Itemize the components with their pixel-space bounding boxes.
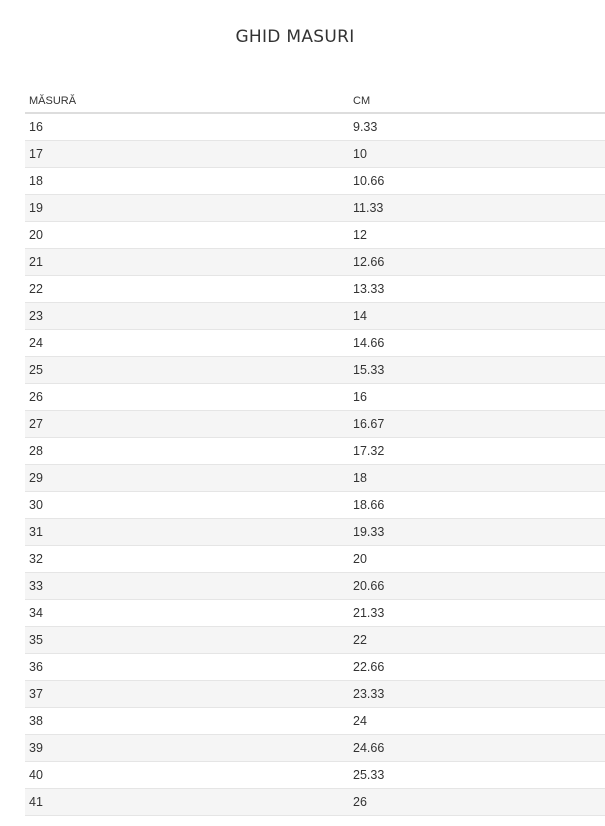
cm-cell: 22.66 [349,653,605,681]
table-row: 24 14.66 [25,329,605,357]
cm-cell: 20 [349,545,605,573]
table-row: 39 24.66 [25,734,605,762]
cm-cell: 23.33 [349,680,605,708]
size-cell: 22 [25,275,349,303]
column-header-cm: CM [349,90,605,114]
size-cell: 29 [25,464,349,492]
size-cell: 30 [25,491,349,519]
table-row: 23 14 [25,302,605,330]
table-row: 32 20 [25,545,605,573]
column-header-size: MĂSURĂ [25,90,349,114]
table-row: 33 20.66 [25,572,605,600]
size-cell: 26 [25,383,349,411]
table-row: 41 26 [25,788,605,816]
size-cell: 38 [25,707,349,735]
cm-cell: 20.66 [349,572,605,600]
size-cell: 19 [25,194,349,222]
size-cell: 40 [25,761,349,789]
cm-cell: 16 [349,383,605,411]
table-row: 35 22 [25,626,605,654]
table-row: 21 12.66 [25,248,605,276]
size-cell: 23 [25,302,349,330]
size-cell: 25 [25,356,349,384]
table-row: 20 12 [25,221,605,249]
table-row: 38 24 [25,707,605,735]
table-row: 26 16 [25,383,605,411]
size-cell: 17 [25,140,349,168]
cm-cell: 13.33 [349,275,605,303]
cm-cell: 9.33 [349,113,605,141]
size-cell: 31 [25,518,349,546]
table-row: 25 15.33 [25,356,605,384]
table-row: 31 19.33 [25,518,605,546]
cm-cell: 15.33 [349,356,605,384]
size-cell: 36 [25,653,349,681]
table-row: 29 18 [25,464,605,492]
cm-cell: 18.66 [349,491,605,519]
table-row: 30 18.66 [25,491,605,519]
table-row: 16 9.33 [25,113,605,141]
size-cell: 21 [25,248,349,276]
cm-cell: 12 [349,221,605,249]
size-cell: 41 [25,788,349,816]
cm-cell: 19.33 [349,518,605,546]
cm-cell: 24 [349,707,605,735]
cm-cell: 18 [349,464,605,492]
cm-cell: 14.66 [349,329,605,357]
size-cell: 39 [25,734,349,762]
size-cell: 27 [25,410,349,438]
cm-cell: 25.33 [349,761,605,789]
size-guide-table: MĂSURĂ CM 16 9.33 17 10 18 10.66 19 11.33 20 12 21… [25,90,605,816]
size-cell: 24 [25,329,349,357]
table-row: 34 21.33 [25,599,605,627]
cm-cell: 21.33 [349,599,605,627]
table-row: 17 10 [25,140,605,168]
cm-cell: 26 [349,788,605,816]
table-header-row: MĂSURĂ CM [25,90,605,114]
cm-cell: 24.66 [349,734,605,762]
page-title: GHID MASURI [235,27,355,47]
size-cell: 37 [25,680,349,708]
cm-cell: 12.66 [349,248,605,276]
cm-cell: 10.66 [349,167,605,195]
table-row: 19 11.33 [25,194,605,222]
table-row: 40 25.33 [25,761,605,789]
size-cell: 35 [25,626,349,654]
size-cell: 33 [25,572,349,600]
table-row: 22 13.33 [25,275,605,303]
size-cell: 18 [25,167,349,195]
cm-cell: 17.32 [349,437,605,465]
table-row: 27 16.67 [25,410,605,438]
table-row: 28 17.32 [25,437,605,465]
size-cell: 20 [25,221,349,249]
cm-cell: 22 [349,626,605,654]
cm-cell: 14 [349,302,605,330]
size-cell: 16 [25,113,349,141]
table-row: 36 22.66 [25,653,605,681]
cm-cell: 11.33 [349,194,605,222]
size-cell: 34 [25,599,349,627]
size-cell: 32 [25,545,349,573]
size-cell: 28 [25,437,349,465]
table-row: 37 23.33 [25,680,605,708]
cm-cell: 10 [349,140,605,168]
cm-cell: 16.67 [349,410,605,438]
table-row: 18 10.66 [25,167,605,195]
